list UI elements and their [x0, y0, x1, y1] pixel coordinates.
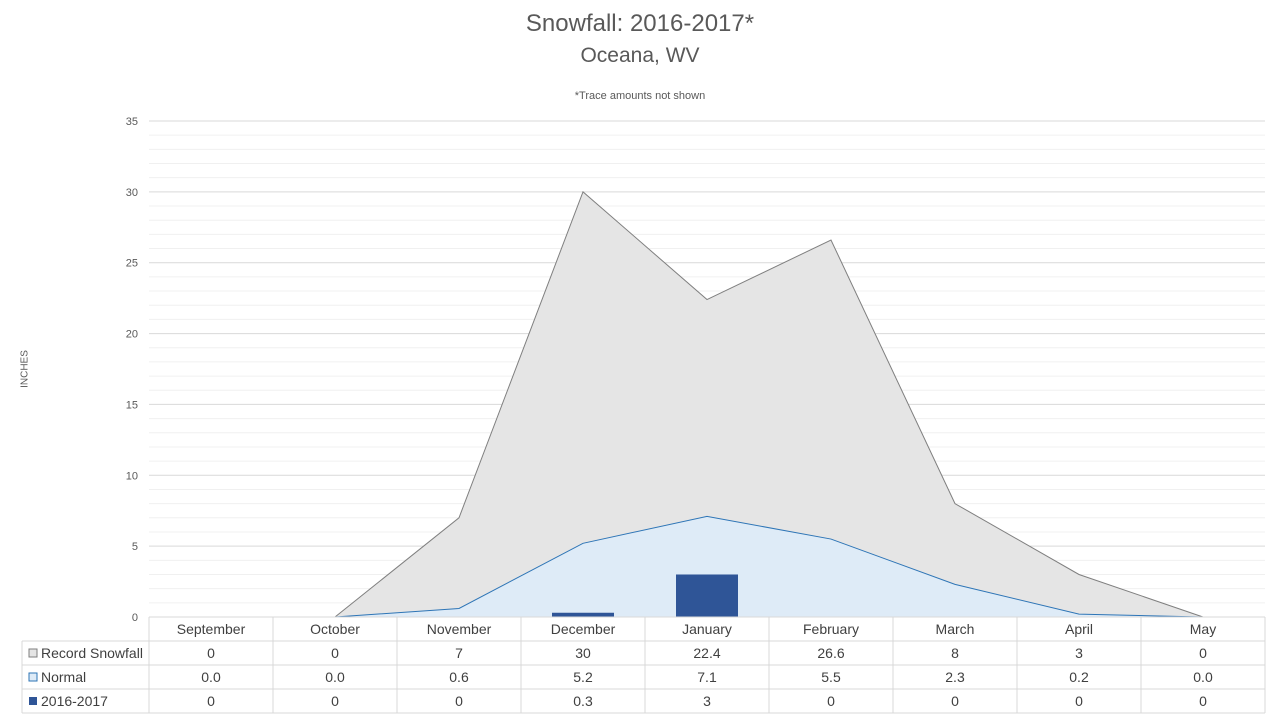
table-cell: 5.2: [573, 669, 593, 685]
legend-swatch-normal: [28, 672, 38, 682]
category-label: January: [682, 621, 732, 637]
category-label: February: [803, 621, 859, 637]
table-cell: 0: [455, 693, 463, 709]
y-tick-label: 20: [126, 329, 138, 341]
category-label: April: [1065, 621, 1093, 637]
table-cell: 8: [951, 645, 959, 661]
legend-label: Record Snowfall: [41, 645, 143, 661]
legend-swatch-record-snowfall: [28, 648, 38, 658]
table-cell: 0: [951, 693, 959, 709]
y-tick-label: 25: [126, 258, 138, 270]
category-label: March: [936, 621, 975, 637]
table-cell: 7.1: [697, 669, 717, 685]
legend-label: 2016-2017: [41, 693, 108, 709]
y-tick-label: 35: [126, 116, 138, 128]
legend-swatch-2016-2017: [29, 697, 37, 705]
table-cell: 30: [575, 645, 591, 661]
chart-note: *Trace amounts not shown: [574, 90, 706, 102]
category-label: November: [427, 621, 492, 637]
y-tick-label: 5: [132, 541, 138, 553]
table-cell: 0.0: [1193, 669, 1213, 685]
table-cell: 0: [207, 693, 215, 709]
y-tick-labels: 0 5 10 15 20 25 30 35: [126, 116, 138, 624]
y-tick-label: 30: [126, 187, 138, 199]
table-cell: 0: [207, 645, 215, 661]
area-line-record-snowfall: [211, 191, 1204, 618]
table-cell: 0.3: [573, 693, 593, 709]
table-cell: 0.0: [201, 669, 221, 685]
table-cell: 2.3: [945, 669, 965, 685]
chart-title: Snowfall: 2016-2017*: [525, 10, 755, 37]
table-cell: 0: [331, 645, 339, 661]
table-cell: 22.4: [693, 645, 720, 661]
table-cell: 0: [1075, 693, 1083, 709]
table-cell: 0.2: [1069, 669, 1089, 685]
table-cell: 0.0: [325, 669, 345, 685]
table-cell: 5.5: [821, 669, 841, 685]
table-cell: 0: [827, 693, 835, 709]
category-label: September: [177, 621, 246, 637]
y-tick-label: 15: [126, 399, 138, 411]
bar-december: [552, 612, 614, 617]
data-table: September October November December January F…: [21, 616, 1266, 714]
y-tick-label: 10: [126, 470, 138, 482]
table-cell: 0.6: [449, 669, 469, 685]
area-fill-normal: [211, 516, 1203, 617]
area-line-normal: [211, 515, 1204, 618]
category-label: October: [310, 621, 360, 637]
legend-label: Normal: [41, 669, 86, 685]
table-cell: 3: [703, 693, 711, 709]
category-label: May: [1190, 621, 1216, 637]
bar-series: [552, 574, 738, 617]
table-cell: 0: [1199, 693, 1207, 709]
category-label: December: [551, 621, 616, 637]
y-tick-label: 0: [132, 612, 138, 624]
table-cell: 7: [455, 645, 463, 661]
table-cell: 0: [331, 693, 339, 709]
table-cell: 26.6: [817, 645, 844, 661]
table-cell: 3: [1075, 645, 1083, 661]
table-cell: 0: [1199, 645, 1207, 661]
area-fill-record-snowfall: [211, 191, 1203, 617]
area-series: [211, 191, 1204, 618]
bar-january: [676, 574, 738, 617]
chart-subtitle: Oceana, WV: [580, 44, 700, 67]
